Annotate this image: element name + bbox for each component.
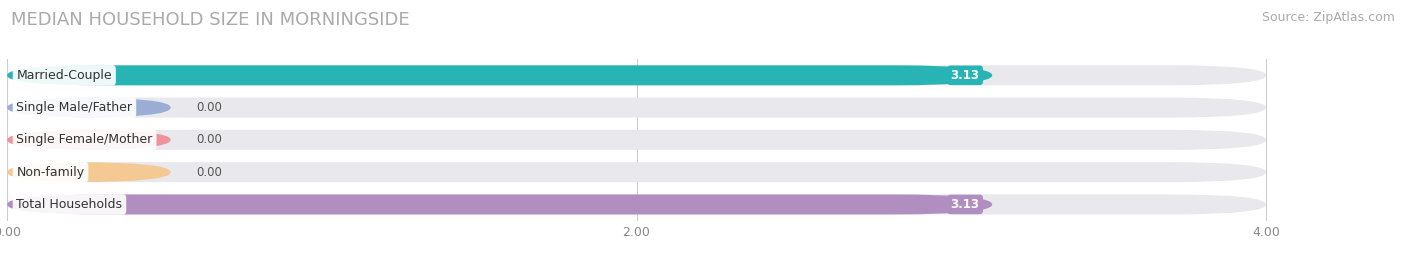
Text: 3.13: 3.13 (950, 69, 980, 82)
Text: 0.00: 0.00 (195, 101, 222, 114)
Text: Total Households: Total Households (17, 198, 122, 211)
FancyBboxPatch shape (7, 162, 170, 182)
Text: Non-family: Non-family (17, 166, 84, 179)
Text: 3.13: 3.13 (950, 198, 980, 211)
FancyBboxPatch shape (7, 130, 1265, 150)
Text: Married-Couple: Married-Couple (17, 69, 112, 82)
Text: Single Male/Father: Single Male/Father (17, 101, 132, 114)
FancyBboxPatch shape (7, 194, 1265, 214)
Text: 0.00: 0.00 (195, 166, 222, 179)
Text: Source: ZipAtlas.com: Source: ZipAtlas.com (1261, 11, 1395, 24)
FancyBboxPatch shape (7, 98, 170, 118)
FancyBboxPatch shape (7, 65, 1265, 85)
Text: 0.00: 0.00 (195, 133, 222, 146)
FancyBboxPatch shape (7, 194, 993, 214)
FancyBboxPatch shape (7, 162, 1265, 182)
FancyBboxPatch shape (7, 130, 170, 150)
Text: MEDIAN HOUSEHOLD SIZE IN MORNINGSIDE: MEDIAN HOUSEHOLD SIZE IN MORNINGSIDE (11, 11, 411, 29)
Text: Single Female/Mother: Single Female/Mother (17, 133, 153, 146)
FancyBboxPatch shape (7, 65, 993, 85)
FancyBboxPatch shape (7, 98, 1265, 118)
